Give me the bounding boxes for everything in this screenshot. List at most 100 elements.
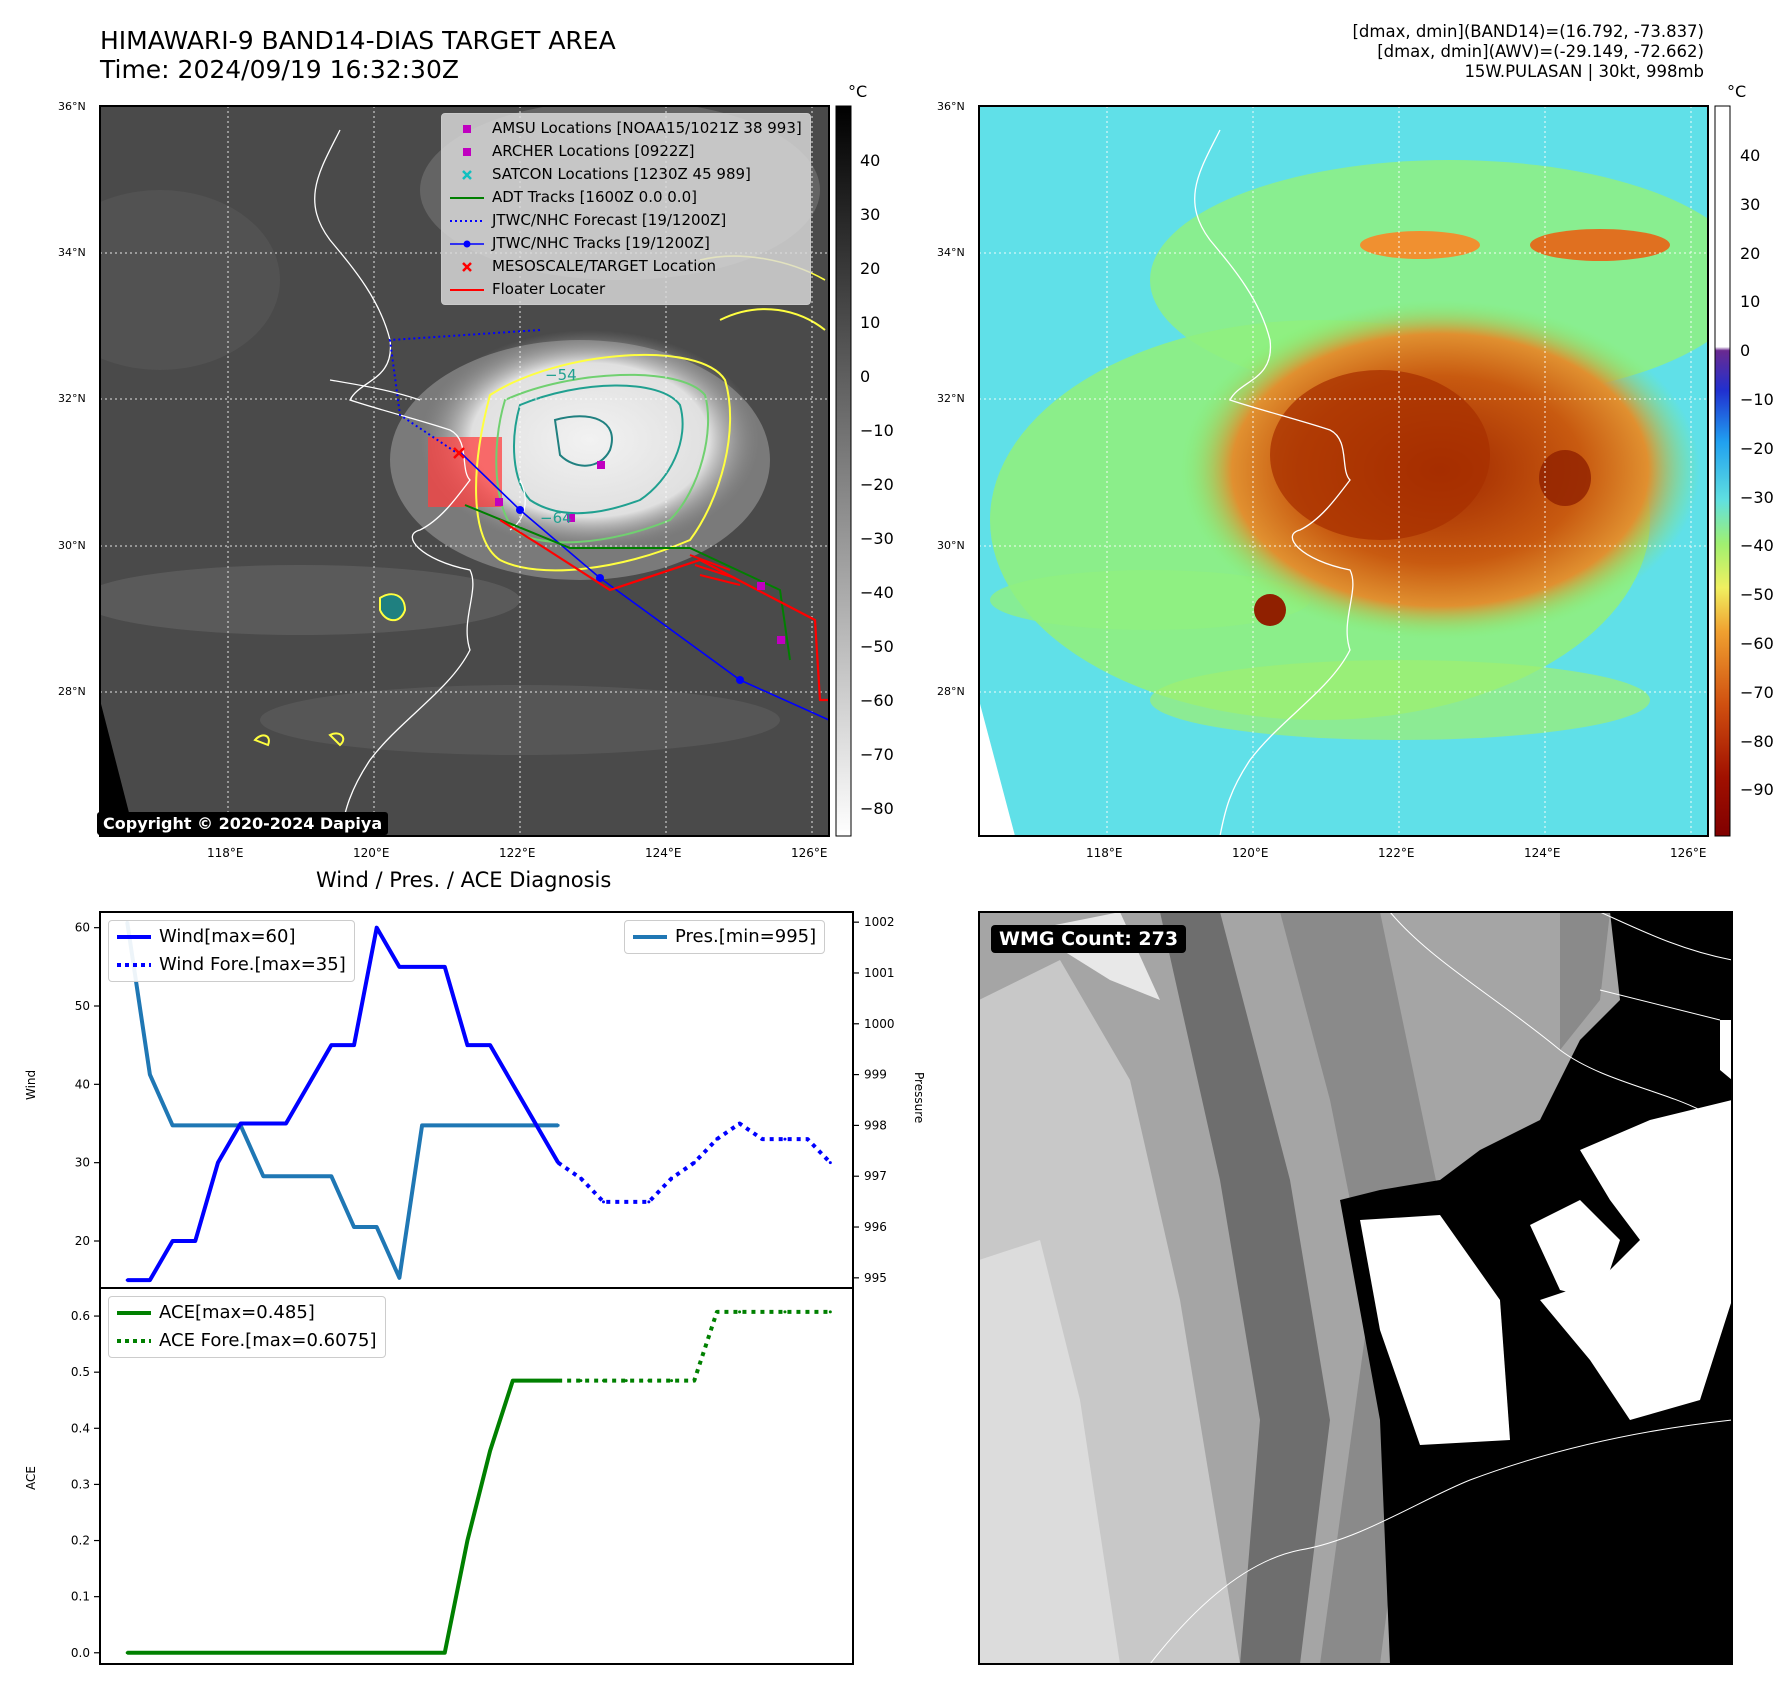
wind-series-point [171,1239,175,1243]
pressure-axis-label: Pressure [912,1072,926,1124]
wind-axis-label: Wind [24,1069,38,1100]
wind-forecast-series-point [738,1122,742,1125]
awv-colorbar-tick-label: −20 [1740,438,1774,458]
diagnosis-title: Wind / Pres. / ACE Diagnosis [316,868,612,892]
ace-forecast-series-point [579,1379,583,1383]
ace-series-point [465,1539,469,1543]
wind-forecast-series-point [670,1176,674,1180]
awv-colorbar-unit: °C [1727,82,1747,101]
ir-colorbar-tick-label: 0 [860,367,871,386]
wind-legend: Wind[max=60] Wind Fore.[max=35] [108,920,355,982]
pressure-tick-label: 1000 [864,1017,895,1031]
wind-series-point [443,965,447,969]
wind-forecast-series-point [828,1161,832,1165]
ir-lat-label: 36°N [58,100,86,113]
pressure-series-point [465,1123,469,1127]
awv-colorbar-tick-label: −90 [1740,780,1774,800]
ace-tick-label: 0.2 [71,1534,90,1548]
pressure-legend: Pres.[min=995] [624,920,826,954]
ace-forecast-series-point [556,1379,560,1383]
wind-forecast-series-point [783,1137,787,1141]
pressure-tick-label: 995 [864,1271,887,1285]
ir-lon-label: 124°E [645,846,682,860]
wind-forecast-series-point [579,1176,583,1180]
legend-item-adt: ADT Tracks [1600Z 0.0 0.0] [450,186,802,209]
ir-lon-label: 126°E [791,846,828,860]
pressure-tick-label: 997 [864,1169,887,1183]
ir-colorbar-tick-label: −70 [860,745,894,764]
ace-series-point [193,1651,197,1655]
ir-colorbar [835,105,852,837]
awv-lat-label: 34°N [937,246,965,259]
wind-series-point [193,1239,197,1243]
wind-forecast-series-point [602,1200,606,1204]
ace-series-line [127,1378,559,1655]
awv-lon-label: 122°E [1378,846,1415,860]
contour-label: −64 [540,509,572,527]
line-icon [450,196,484,199]
figure-title: HIMAWARI-9 BAND14-DIAS TARGET AREA Time:… [100,26,616,84]
ace-series-point [148,1651,152,1655]
dotted-line-icon [450,219,484,222]
ace-series-point [329,1651,333,1655]
ace-series-point [375,1651,379,1655]
ace-series-point [284,1651,288,1655]
wind-y-ticks: 20 30 40 50 60 [75,921,100,1248]
pressure-series-point [443,1123,447,1127]
pressure-series-point [307,1174,311,1178]
ace-forecast-series-point [828,1310,832,1314]
legend-item-wind: Wind[max=60] [117,923,346,951]
line-icon [117,1311,151,1315]
awv-colorbar-tick-label: −60 [1740,634,1774,653]
pressure-y-ticks: 995 996 997 998 999 1000 1001 1002 [853,915,895,1285]
wind-series-point [261,1122,265,1125]
ace-forecast-series-point [783,1310,787,1314]
wind-forecast-series-point [556,1161,560,1165]
wind-forecast-series-point [806,1137,810,1141]
pressure-series-point [556,1123,560,1127]
pressure-series-point [171,1123,175,1127]
ir-lat-label: 32°N [58,392,86,405]
wind-tick-label: 30 [75,1156,90,1170]
wind-series-point [148,1278,152,1282]
pressure-series-point [397,1276,401,1280]
ace-forecast-series-point [738,1310,742,1314]
awv-map-imagery [979,106,1708,836]
line-icon [450,288,484,291]
legend-item-mesoscale: MESOSCALE/TARGET Location [450,255,802,278]
pressure-series-point [284,1174,288,1178]
ace-tick-label: 0.4 [71,1421,90,1435]
wind-series-point [329,1043,333,1047]
stats-header: [dmax, dmin](BAND14)=(16.792, -73.837) [… [1352,22,1704,82]
awv-colorbar-tick-label: 30 [1740,194,1761,214]
ir-colorbar-tick-label: −20 [860,475,894,494]
awv-colorbar-tick-label: 0 [1740,341,1751,361]
ace-tick-label: 0.5 [71,1365,90,1379]
pressure-tick-label: 1001 [864,966,895,980]
ace-tick-label: 0.0 [71,1646,90,1660]
pressure-tick-label: 996 [864,1220,887,1234]
pressure-series-point [148,1073,152,1077]
awv-colorbar [1714,105,1731,837]
legend-item-ace: ACE[max=0.485] [117,1299,377,1327]
ir-lat-label: 30°N [58,539,86,552]
ace-series-point [352,1651,356,1655]
wind-forecast-series-point [760,1137,764,1141]
legend-item-ace-forecast: ACE Fore.[max=0.6075] [117,1327,377,1355]
pressure-series-point [488,1123,492,1127]
diagnosis-plot: 20 30 40 50 60 995 996 997 998 999 1000 1001 1002 0… [71,911,895,1665]
pressure-series-point [420,1123,424,1127]
wind-series-line [127,925,560,1283]
ace-forecast-series-point [692,1379,696,1383]
wind-series-point [511,1082,515,1086]
legend-item-amsu: AMSU Locations [NOAA15/1021Z 38 993] [450,117,802,140]
ir-lon-label: 118°E [207,846,244,860]
wind-series-point [488,1043,492,1047]
awv-colorbar-tick-label: −40 [1740,536,1774,556]
ir-colorbar-tick-label: −30 [860,529,894,548]
pressure-series-point [216,1123,220,1127]
awv-lon-label: 120°E [1232,846,1269,860]
wind-series-point [352,1043,356,1047]
ace-forecast-series-point [806,1310,810,1314]
ir-lon-label: 120°E [353,846,390,860]
